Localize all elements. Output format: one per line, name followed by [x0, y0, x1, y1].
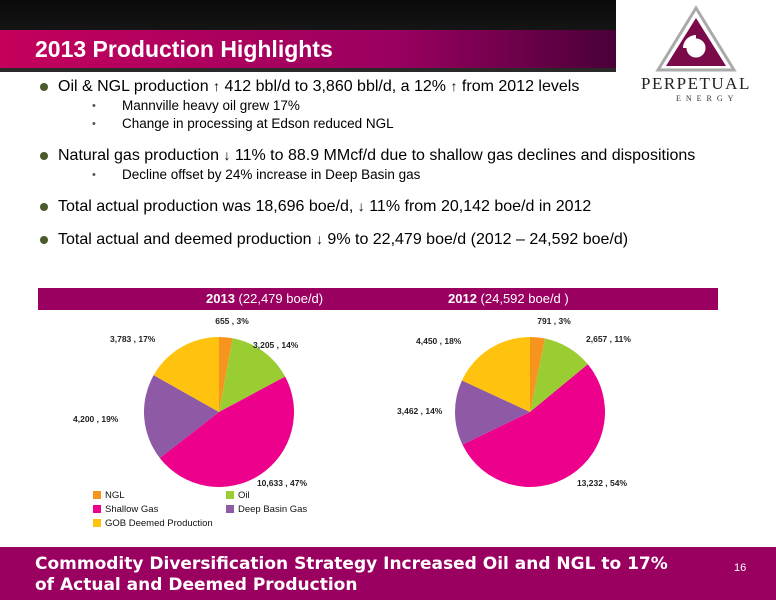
header-value: (24,592 boe/d ): [480, 291, 569, 306]
legend-label: Shallow Gas: [105, 504, 159, 515]
pie-data-label: 3,462 , 14%: [397, 406, 443, 416]
pie-data-label: 4,450 , 18%: [416, 336, 462, 346]
pie-slice-ngl: [219, 337, 233, 412]
arrow-down-icon: ↓: [315, 231, 323, 247]
pie-data-label: 3,205 , 14%: [253, 340, 299, 350]
title-accent: [0, 30, 660, 68]
pie-data-label: 791 , 3%: [537, 316, 571, 326]
header-year: 2013: [206, 291, 235, 306]
sub-bullet: Decline offset by 24% increase in Deep B…: [40, 166, 720, 184]
pie-slice-shallow-gas: [462, 364, 606, 488]
sub-bullet: Change in processing at Edson reduced NG…: [40, 115, 720, 133]
bullet-text: Total actual production was 18,696 boe/d…: [58, 198, 354, 215]
pie-data-label: 3,783 , 17%: [110, 334, 156, 344]
bullet-text: 11% from 20,142 boe/d in 2012: [369, 198, 592, 215]
pie-slice-deep-basin-gas: [144, 375, 219, 459]
page-number: 16: [734, 562, 747, 574]
legend-label: Oil: [238, 490, 250, 501]
pie-slice-shallow-gas: [159, 376, 294, 487]
arrow-up-icon: ↑: [213, 78, 221, 94]
pie-slice-gob-deemed-production: [153, 337, 219, 412]
arrow-down-icon: ↓: [223, 147, 231, 163]
bullet-text: Total actual and deemed production: [58, 231, 312, 248]
bullet-text: from 2012 levels: [461, 78, 580, 95]
pie-slice-ngl: [530, 337, 546, 412]
bullet-list: Oil & NGL production ↑ 412 bbl/d to 3,86…: [40, 76, 720, 250]
legend-shallow-gas: Shallow Gas: [93, 504, 158, 515]
header-2013: 2013 (22,479 boe/d): [206, 291, 323, 306]
bullet-text: Oil & NGL production: [58, 78, 209, 95]
logo-name: PERPETUAL: [641, 74, 751, 93]
legend-swatch: [93, 519, 101, 527]
legend-swatch: [93, 505, 101, 513]
bullet-total-deemed: Total actual and deemed production ↓ 9% …: [40, 229, 720, 250]
pie-slice-oil: [219, 338, 286, 412]
sub-bullet: Mannville heavy oil grew 17%: [40, 97, 720, 115]
bullet-text: Natural gas production: [58, 147, 219, 164]
logo-mark-icon: [655, 5, 737, 72]
footer-text: Commodity Diversification Strategy Incre…: [35, 554, 668, 595]
pie-data-label: 2,657 , 11%: [586, 334, 631, 344]
arrow-down-icon: ↓: [357, 198, 365, 214]
bullet-natural-gas: Natural gas production ↓ 11% to 88.9 MMc…: [40, 145, 720, 166]
bullet-text: 412 bbl/d to 3,860 bbl/d, a 12%: [224, 78, 447, 95]
chart-header-band: 2013 (22,479 boe/d) 2012 (24,592 boe/d ): [38, 288, 718, 310]
pie-data-label: 4,200 , 19%: [73, 414, 119, 424]
pie-data-label: 655 , 3%: [215, 316, 249, 326]
bullet-text: 11% to 88.9 MMcf/d due to shallow gas de…: [234, 147, 696, 164]
legend-deep-basin-gas: Deep Basin Gas: [226, 504, 307, 515]
header-2012: 2012 (24,592 boe/d ): [448, 291, 569, 306]
pie-data-label: 13,232 , 54%: [577, 478, 628, 488]
legend-swatch: [226, 505, 234, 513]
bullet-text: 9% to 22,479 boe/d (2012 – 24,592 boe/d): [327, 231, 629, 248]
legend-ngl: NGL: [93, 490, 125, 501]
logo: [616, 0, 776, 110]
legend-swatch: [93, 491, 101, 499]
legend-label: GOB Deemed Production: [105, 518, 213, 529]
bullet-oil-ngl: Oil & NGL production ↑ 412 bbl/d to 3,86…: [40, 76, 720, 97]
pie-charts: 655 , 3% 3,205 , 14% 10,633 , 47% 4,200 , 1…: [73, 316, 631, 488]
header-value: (22,479 boe/d): [238, 291, 324, 306]
pie-slice-oil: [530, 338, 588, 412]
legend-swatch: [226, 491, 234, 499]
legend-label: Deep Basin Gas: [238, 504, 308, 515]
header-year: 2012: [448, 291, 477, 306]
pie-slice-deep-basin-gas: [454, 380, 530, 445]
pie-slice-gob-deemed-production: [461, 337, 530, 412]
legend-oil: Oil: [226, 490, 250, 501]
arrow-up-icon: ↑: [450, 78, 458, 94]
legend-gob: GOB Deemed Production: [93, 518, 213, 529]
bullet-total-actual: Total actual production was 18,696 boe/d…: [40, 196, 720, 217]
legend-label: NGL: [105, 490, 125, 501]
footer-bar: [0, 547, 776, 600]
pie-data-label: 10,633 , 47%: [257, 478, 308, 488]
slide-title: 2013 Production Highlights: [35, 36, 333, 62]
